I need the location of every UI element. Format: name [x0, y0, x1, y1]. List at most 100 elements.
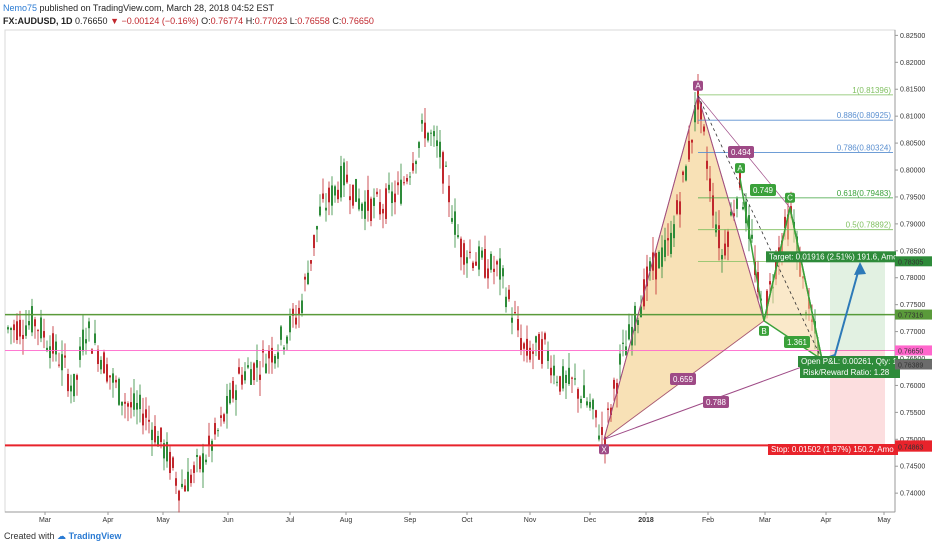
candle-body	[355, 179, 357, 202]
y-tick-label: 0.81000	[900, 114, 925, 121]
candle-body	[40, 317, 42, 339]
candle-body	[523, 343, 525, 349]
plot-area	[4, 29, 896, 513]
candle-body	[727, 231, 729, 247]
candle-body	[208, 435, 210, 446]
candle-body	[658, 252, 660, 269]
candle-body	[124, 401, 126, 404]
candle-body	[250, 369, 252, 385]
candle-body	[316, 226, 318, 230]
candle-body	[319, 206, 321, 216]
pattern-point-label: A	[737, 164, 743, 173]
candle-body	[580, 398, 582, 404]
candle-body	[541, 339, 543, 364]
candle-body	[367, 189, 369, 211]
x-tick-label: Sep	[404, 517, 417, 524]
candle-body	[730, 211, 732, 216]
candle-body	[7, 327, 9, 330]
y-tick-label: 0.82500	[900, 33, 925, 40]
y-tick-label: 0.79000	[900, 221, 925, 228]
candle-body	[73, 373, 75, 397]
candle-body	[160, 427, 162, 443]
candle-body	[55, 341, 57, 355]
candle-body	[517, 318, 519, 331]
y-tick-label: 0.74000	[900, 491, 925, 498]
candle-body	[37, 330, 39, 332]
candle-body	[118, 378, 120, 405]
candle-body	[448, 185, 450, 203]
ab-leg	[697, 95, 765, 321]
candle-body	[709, 178, 711, 192]
candle-body	[415, 161, 417, 165]
candle-body	[292, 308, 294, 316]
price-tag	[895, 441, 932, 452]
candle-body	[664, 239, 666, 257]
candle-body	[25, 325, 27, 336]
candle-body	[10, 327, 12, 331]
candle-body	[394, 193, 396, 203]
tradingview-brand[interactable]: TradingView	[68, 531, 122, 541]
fib-level-label: 1(0.81396)	[852, 86, 891, 95]
candle-body	[67, 373, 69, 392]
candle-body	[424, 122, 426, 139]
candle-body	[157, 435, 159, 447]
x-tick-label: Jul	[286, 517, 295, 524]
symbol-name[interactable]: FX:AUDUSD, 1D	[3, 16, 73, 26]
candle-body	[226, 396, 228, 414]
candle-body	[706, 160, 708, 169]
candle-body	[361, 203, 363, 211]
position-text-target: Target: 0.01916 (2.51%) 191.6, Amo	[769, 252, 898, 261]
candle-body	[364, 201, 366, 219]
candle-body	[358, 198, 360, 210]
candle-body	[277, 352, 279, 359]
x-tick-label: Nov	[524, 517, 537, 524]
candle-body	[721, 254, 723, 260]
candle-body	[439, 141, 441, 158]
candle-body	[70, 385, 72, 392]
candle-body	[430, 132, 432, 134]
y-tick-label: 0.74500	[900, 464, 925, 471]
candle-body	[325, 207, 327, 211]
candle-body	[619, 353, 621, 365]
position-box-target	[766, 251, 896, 263]
publish-info: Nemo75 published on TradingView.com, Mar…	[3, 3, 274, 13]
candle-body	[406, 177, 408, 182]
candle-body	[559, 376, 561, 392]
candle-body	[280, 326, 282, 340]
candle-body	[16, 321, 18, 341]
candle-body	[667, 238, 669, 241]
candle-body	[769, 281, 771, 285]
candle-body	[538, 334, 540, 360]
candle-body	[697, 81, 699, 110]
candle-body	[241, 374, 243, 385]
candle-body	[475, 261, 477, 266]
y-tick-label: 0.77000	[900, 329, 925, 336]
ratio-badge	[750, 184, 776, 196]
x-tick-label: Dec	[584, 517, 597, 524]
candle-body	[565, 374, 567, 383]
candle-body	[352, 184, 354, 206]
candle-body	[487, 268, 489, 279]
candle-body	[556, 381, 558, 383]
ad-dashed	[697, 95, 823, 360]
candle-body	[610, 407, 612, 416]
candle-body	[190, 474, 192, 484]
candle-body	[130, 402, 132, 408]
candle-body	[436, 140, 438, 147]
candle-body	[601, 427, 603, 435]
candle-body	[229, 389, 231, 404]
candle-body	[382, 208, 384, 214]
candle-body	[742, 206, 744, 210]
price-tag	[895, 359, 932, 370]
candle-body	[106, 364, 108, 382]
candle-body	[457, 235, 459, 238]
x-tick-label: May	[156, 517, 170, 524]
candle-body	[313, 234, 315, 249]
abcd-path	[739, 177, 823, 360]
candle-body	[460, 238, 462, 258]
candle-body	[715, 224, 717, 233]
author-link[interactable]: Nemo75	[3, 3, 38, 13]
candle-body	[655, 252, 657, 280]
candle-body	[22, 334, 24, 340]
